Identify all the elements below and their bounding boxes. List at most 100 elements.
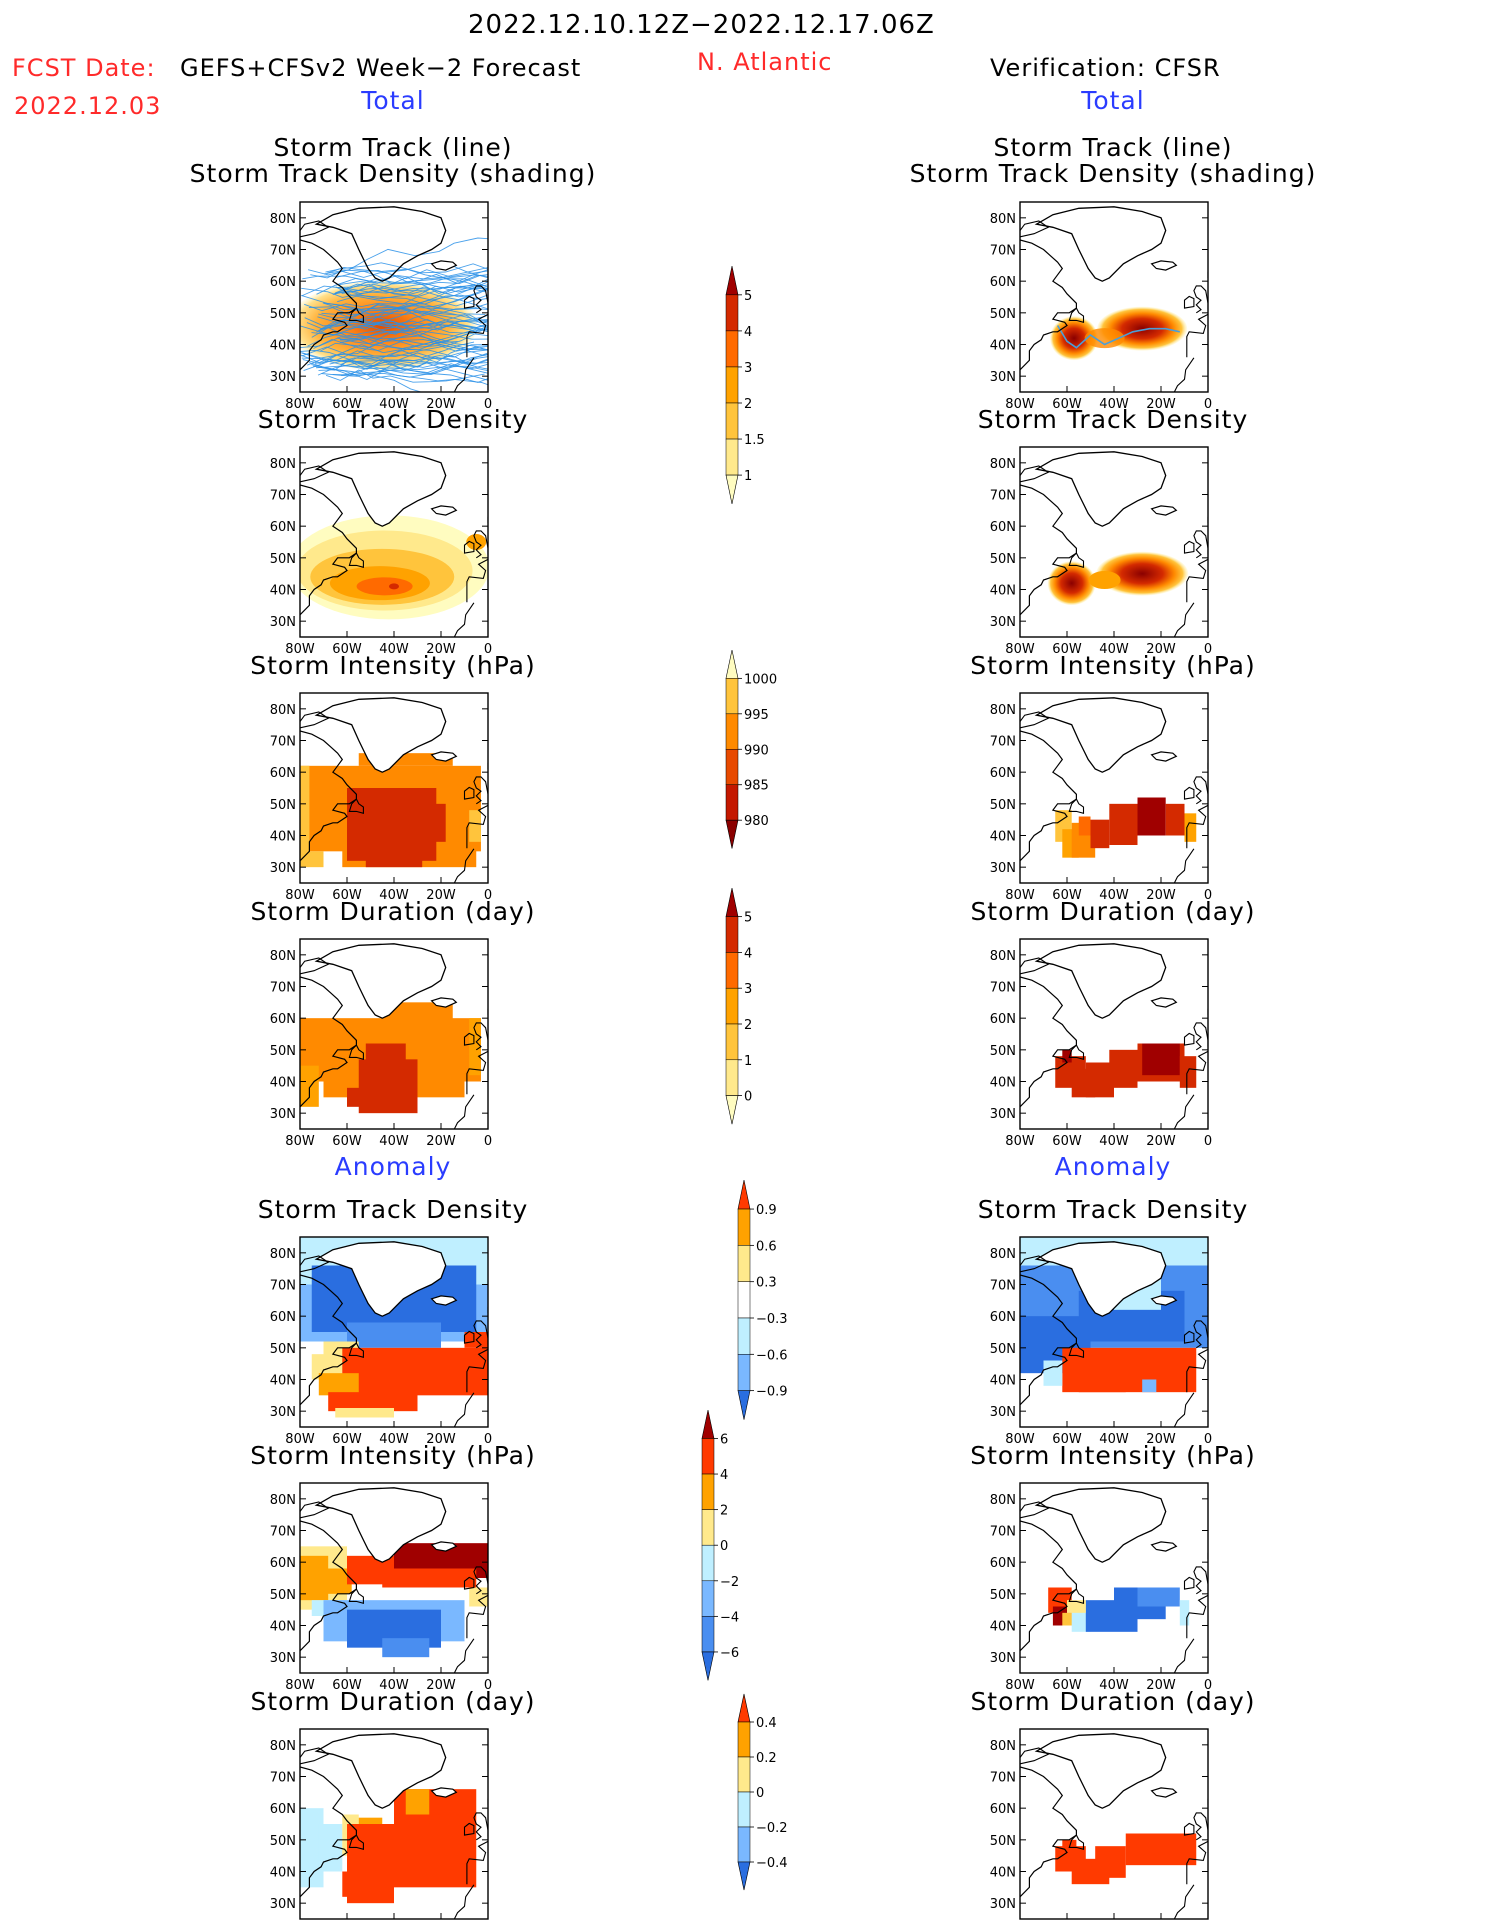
colorbar-swatch bbox=[701, 1544, 715, 1582]
colorbar-label: 1.5 bbox=[744, 433, 765, 448]
greenland-coastline bbox=[314, 943, 447, 1019]
lon-tick-label: 20W bbox=[426, 397, 456, 412]
title-track-line-left: Storm Track (line) bbox=[273, 133, 513, 162]
colorbar-swatch bbox=[701, 1438, 715, 1475]
arctic-islands-coastline bbox=[300, 1255, 330, 1273]
colorbar-label: −0.2 bbox=[756, 1821, 788, 1836]
density-bridge bbox=[1088, 571, 1121, 589]
arctic-islands-coastline bbox=[300, 1747, 330, 1765]
colorbar-density-total: 5 4 3 2 1.5 1 bbox=[725, 265, 765, 505]
lat-tick-label: 70N bbox=[990, 489, 1016, 504]
britain-coastline bbox=[1193, 1812, 1208, 1841]
field-cell bbox=[1142, 1379, 1157, 1393]
storm-track-line bbox=[300, 351, 488, 370]
greenland-coastline bbox=[1034, 943, 1167, 1019]
map-field bbox=[1020, 943, 1208, 1129]
colorbar-end bbox=[725, 819, 739, 849]
lat-tick-label: 40N bbox=[270, 1076, 296, 1091]
colorbar-end bbox=[725, 265, 739, 296]
title-track-line-right: Storm Track (line) bbox=[993, 133, 1233, 162]
newfoundland-coastline bbox=[1068, 1834, 1085, 1851]
storm-track-line bbox=[318, 304, 488, 332]
britain-coastline bbox=[473, 285, 488, 314]
map-field bbox=[300, 1237, 488, 1427]
lon-tick-label: 60W bbox=[332, 1432, 362, 1447]
colorbar-label: 6 bbox=[720, 1432, 728, 1447]
title-duration-anom-left: Storm Duration (day) bbox=[250, 1687, 536, 1716]
map-duration-total-fcst: 80N 70N 60N 50N 40N 30N 80W 60W 40W 20W 0 bbox=[270, 938, 492, 1149]
colorbar-end bbox=[701, 1409, 715, 1439]
newfoundland-coastline bbox=[348, 552, 364, 569]
storm-track-line bbox=[337, 330, 488, 347]
arctic-islands-coastline bbox=[300, 1501, 330, 1519]
colorbar-label: 3 bbox=[744, 982, 752, 997]
colorbar-end bbox=[701, 1651, 715, 1681]
lat-tick-label: 30N bbox=[270, 370, 296, 385]
field-cell bbox=[328, 1392, 418, 1412]
colorbar-swatch bbox=[725, 294, 739, 332]
colorbar-label: 5 bbox=[744, 911, 752, 926]
ireland-coastline bbox=[1183, 786, 1195, 800]
colorbar-label: 980 bbox=[744, 814, 769, 829]
colorbar-label: 1000 bbox=[744, 672, 777, 687]
britain-coastline bbox=[473, 1812, 488, 1841]
colorbar-swatch bbox=[725, 749, 739, 785]
field-cell bbox=[405, 1789, 430, 1815]
britain-coastline bbox=[1193, 1320, 1208, 1349]
britain-coastline bbox=[473, 1022, 488, 1051]
colorbar-swatch bbox=[737, 1281, 751, 1319]
lon-tick-label: 20W bbox=[1146, 1678, 1176, 1693]
greenland-coastline bbox=[1034, 1733, 1167, 1809]
arctic-islands-coastline bbox=[1020, 1255, 1050, 1273]
lat-tick-label: 60N bbox=[270, 275, 296, 290]
lon-tick-label: 0 bbox=[484, 397, 492, 412]
lat-tick-label: 70N bbox=[990, 981, 1016, 996]
lat-tick-label: 60N bbox=[270, 1802, 296, 1817]
newfoundland-coastline bbox=[348, 307, 364, 324]
field-cell bbox=[1137, 1587, 1180, 1607]
lon-tick-label: 60W bbox=[332, 642, 362, 657]
map-intensity-total-fcst: 80N 70N 60N 50N 40N 30N 80W 60W 40W 20W 0 bbox=[270, 692, 492, 903]
storm-track-line bbox=[337, 294, 488, 305]
storm-track-line bbox=[335, 286, 488, 311]
lat-tick-label: 80N bbox=[270, 1247, 296, 1262]
colorbar-label: 0.2 bbox=[756, 1751, 777, 1766]
field-cell bbox=[1142, 1043, 1180, 1076]
ireland-coastline bbox=[463, 1576, 475, 1590]
lon-tick-label: 60W bbox=[1052, 397, 1082, 412]
colorbar-swatch bbox=[737, 1826, 751, 1863]
lon-tick-label: 0 bbox=[1204, 1432, 1212, 1447]
lon-tick-label: 80W bbox=[285, 1678, 315, 1693]
lat-tick-label: 40N bbox=[990, 1374, 1016, 1389]
africa-coastline bbox=[453, 1638, 475, 1673]
lon-tick-label: 40W bbox=[379, 1134, 409, 1149]
iceland-coastline bbox=[430, 505, 458, 516]
density-blob bbox=[1047, 561, 1096, 606]
lon-tick-label: 40W bbox=[379, 397, 409, 412]
lon-tick-label: 0 bbox=[484, 1678, 492, 1693]
fcst-date: 2022.12.03 bbox=[14, 92, 162, 120]
lat-tick-label: 70N bbox=[270, 1279, 296, 1294]
newfoundland-coastline bbox=[1068, 1588, 1085, 1605]
lon-tick-label: 40W bbox=[379, 888, 409, 903]
colorbar-swatch bbox=[725, 402, 739, 440]
colorbar-swatch bbox=[737, 1354, 751, 1391]
lon-tick-label: 0 bbox=[1204, 1134, 1212, 1149]
title-density-right: Storm Track Density bbox=[977, 405, 1249, 434]
density-bridge bbox=[1084, 328, 1125, 349]
africa-coastline bbox=[453, 1094, 475, 1129]
colorbar-duration-anom: 0.4 0.2 0 −0.2 −0.4 bbox=[737, 1693, 788, 1891]
field-cell bbox=[300, 1065, 319, 1107]
colorbar-label: −0.4 bbox=[756, 1856, 788, 1871]
arctic-islands-coastline bbox=[1020, 220, 1050, 238]
lat-tick-label: 30N bbox=[990, 370, 1016, 385]
lat-tick-label: 80N bbox=[270, 1739, 296, 1754]
colorbar-swatch bbox=[737, 1208, 751, 1246]
storm-track-line bbox=[318, 302, 488, 321]
field-cell bbox=[1125, 1833, 1197, 1866]
ireland-coastline bbox=[463, 295, 475, 309]
lat-tick-label: 40N bbox=[270, 1866, 296, 1881]
iceland-coastline bbox=[1150, 751, 1178, 762]
map-field bbox=[1020, 451, 1208, 637]
field-cell bbox=[347, 1087, 371, 1107]
